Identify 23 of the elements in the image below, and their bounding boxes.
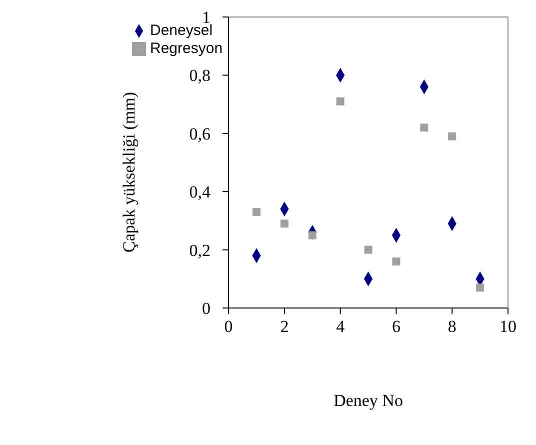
point xyxy=(448,132,456,140)
point xyxy=(420,124,428,132)
y-tick-label: 0 xyxy=(202,299,211,318)
point xyxy=(252,208,260,216)
y-axis-title: Çapak yüksekliği (mm) xyxy=(120,92,139,252)
y-tick-label: 0,8 xyxy=(189,66,211,86)
x-axis-title: Deney No xyxy=(334,391,403,410)
y-tick-label: 0,2 xyxy=(189,240,211,260)
point xyxy=(476,284,484,292)
x-tick-label: 4 xyxy=(336,317,346,336)
x-tick-label: 10 xyxy=(500,317,516,336)
legend-label: Regresyon xyxy=(150,40,223,57)
point xyxy=(392,257,400,266)
legend-label: Deneysel xyxy=(150,22,213,39)
point xyxy=(364,246,372,254)
x-tick-label: 2 xyxy=(280,317,289,336)
point xyxy=(336,97,344,106)
y-tick-label: 0,4 xyxy=(189,182,212,202)
point xyxy=(280,220,288,228)
x-tick-label: 8 xyxy=(448,317,456,336)
x-tick-label: 0 xyxy=(224,317,233,336)
y-tick-label: 0,6 xyxy=(189,124,211,144)
x-tick-label: 6 xyxy=(392,317,400,336)
